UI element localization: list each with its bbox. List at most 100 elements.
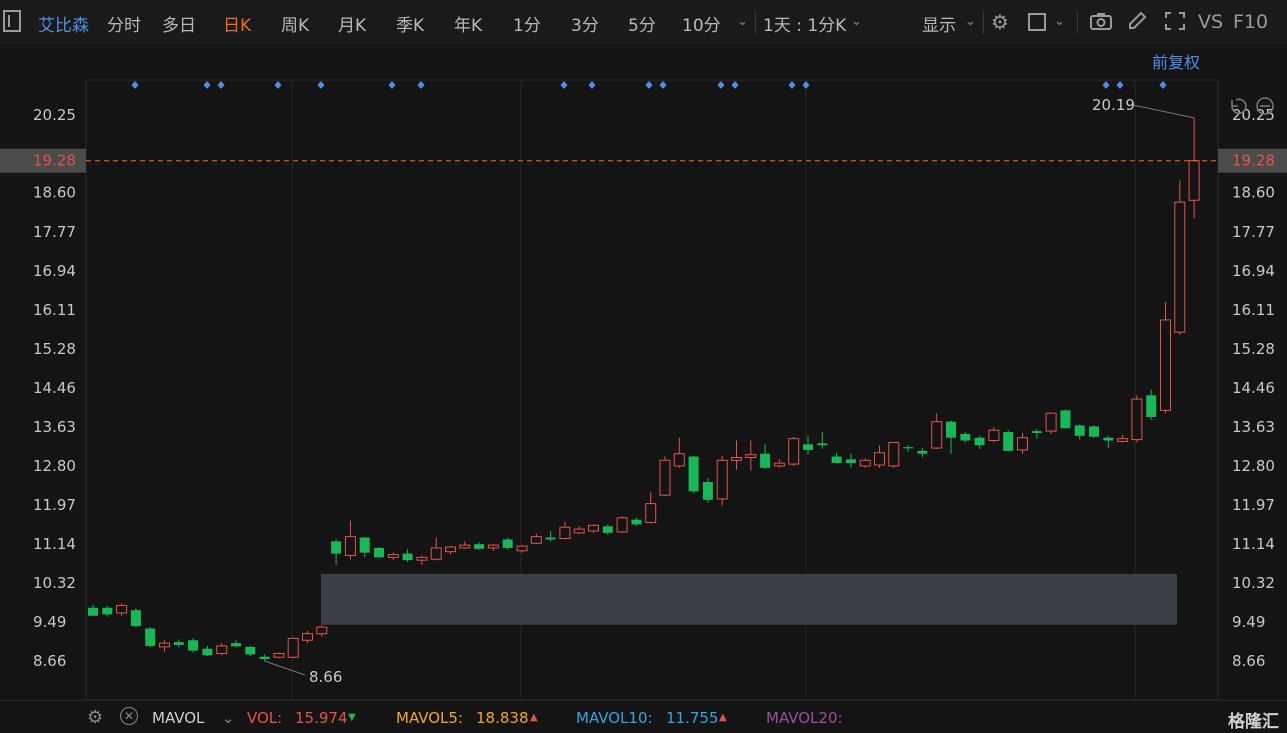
indicator-chevron-icon[interactable]: ⌄ — [222, 709, 235, 727]
candle — [159, 640, 170, 652]
gear-icon[interactable]: ⚙ — [87, 707, 104, 728]
tab-multiday[interactable]: 多日 — [162, 16, 196, 36]
candle — [116, 603, 128, 616]
candle — [931, 413, 943, 450]
price-tick-label-left: 12.80 — [33, 457, 76, 475]
candle-body — [874, 452, 885, 466]
gear-icon[interactable]: ⚙ — [991, 10, 1009, 34]
price-axis-left: 20.25 18.60 17.77 16.94 16.11 15.28 14.46 13.63… — [33, 106, 76, 670]
candle — [102, 605, 113, 617]
toolbar-divider — [1077, 12, 1078, 34]
tab-3min[interactable]: 3分 — [571, 16, 599, 36]
candle — [659, 456, 671, 497]
candle — [1003, 430, 1014, 451]
candle-body — [731, 456, 742, 461]
candle — [245, 645, 256, 657]
event-marker-icon — [788, 81, 796, 89]
candle — [817, 432, 828, 450]
candle — [760, 444, 771, 469]
close-icon[interactable]: ✕ — [120, 707, 138, 725]
display-menu[interactable]: 显示 — [922, 16, 956, 36]
candle-body — [1188, 160, 1200, 201]
price-tick-label-right: 16.11 — [1232, 301, 1275, 319]
pencil-icon[interactable] — [1126, 10, 1148, 36]
vol-value: 15.974 — [295, 709, 348, 727]
tab-10min[interactable]: 10分 — [682, 16, 721, 36]
tab-intraday[interactable]: 分时 — [107, 16, 141, 36]
adjust-mode-label[interactable]: 前复权 — [1152, 53, 1200, 72]
tab-weekly-k[interactable]: 周K — [281, 16, 310, 36]
candle — [960, 432, 971, 443]
candle-body — [145, 628, 156, 646]
vol-label: VOL: — [247, 709, 283, 727]
candle — [1103, 435, 1114, 449]
candle-body — [216, 645, 228, 654]
camera-icon[interactable] — [1089, 10, 1113, 36]
stock-name[interactable]: 艾比森 — [38, 16, 89, 36]
range-selector[interactable]: 1天 : 1分K — [763, 16, 847, 36]
candle — [459, 541, 471, 549]
candle — [1074, 424, 1085, 440]
candle-body — [903, 447, 914, 449]
candle — [588, 524, 599, 533]
kline-chart[interactable]: 19.28 19.28 20.25 18.60 17.77 16.94 16.11 15.… — [0, 44, 1287, 700]
undo-icon — [1231, 98, 1247, 115]
candle — [316, 625, 328, 637]
toolbar-divider — [755, 12, 756, 34]
candle-body — [316, 626, 328, 635]
candle — [1188, 117, 1200, 219]
drawing-box-icon[interactable] — [1028, 13, 1046, 31]
candle-body — [331, 541, 342, 554]
candle-body — [845, 459, 856, 464]
tab-quarterly-k[interactable]: 季K — [396, 16, 425, 36]
candle-body — [231, 643, 241, 647]
candle-body — [859, 459, 871, 467]
mavol5-value: 18.838 — [476, 709, 529, 727]
tab-1min[interactable]: 1分 — [513, 16, 541, 36]
f10-button[interactable]: F10 — [1233, 11, 1269, 33]
candle — [1060, 409, 1071, 429]
candle — [1131, 395, 1143, 443]
candle-body — [1146, 395, 1157, 417]
event-marker-icon — [131, 81, 139, 89]
event-marker-icon — [560, 81, 568, 89]
candle — [402, 548, 413, 563]
high-price-label: 20.19 — [1092, 96, 1135, 114]
event-marker-icon — [802, 81, 810, 89]
tab-yearly-k[interactable]: 年K — [454, 16, 483, 36]
period-dropdown-chevron-icon[interactable]: ⌄ — [737, 14, 748, 29]
candle-body — [516, 545, 528, 552]
candle-body — [1174, 201, 1186, 333]
candle — [516, 545, 528, 553]
indicator-name[interactable]: MAVOL — [152, 709, 205, 727]
candle — [859, 458, 871, 468]
price-axis-right: 20.25 18.60 17.77 16.94 16.11 15.28 14.46 13.63… — [1232, 106, 1275, 670]
vs-button[interactable]: VS — [1198, 11, 1224, 33]
low-price-label: 8.66 — [309, 668, 342, 686]
tab-5min[interactable]: 5分 — [628, 16, 656, 36]
display-chevron-icon[interactable]: ⌄ — [965, 14, 976, 29]
candle-body — [302, 633, 313, 641]
candle — [1017, 432, 1028, 454]
high-leader-line — [1131, 104, 1195, 119]
candle — [216, 643, 228, 656]
range-chevron-icon[interactable]: ⌄ — [851, 14, 862, 29]
candle-body — [88, 607, 98, 616]
price-tick-label-left: 16.11 — [33, 301, 76, 319]
tab-monthly-k[interactable]: 月K — [338, 16, 367, 36]
candle-body — [974, 437, 985, 446]
mavol10-value: 11.755 — [666, 709, 719, 727]
fullscreen-icon[interactable] — [1163, 10, 1187, 36]
candle-body — [788, 438, 800, 465]
candle-body — [1031, 431, 1042, 433]
tab-daily-k[interactable]: 日K — [223, 16, 252, 36]
candle — [1146, 389, 1157, 420]
sidebar-toggle-icon[interactable] — [3, 10, 21, 32]
price-tick-label-left: 18.60 — [33, 184, 76, 202]
box-chevron-icon[interactable]: ⌄ — [1054, 14, 1065, 29]
price-tick-label-left: 16.94 — [33, 262, 76, 280]
price-tick-label-right: 14.46 — [1232, 379, 1275, 397]
price-tick-label-left: 9.49 — [33, 613, 66, 631]
candle-body — [559, 526, 571, 540]
candle-body — [116, 604, 128, 614]
